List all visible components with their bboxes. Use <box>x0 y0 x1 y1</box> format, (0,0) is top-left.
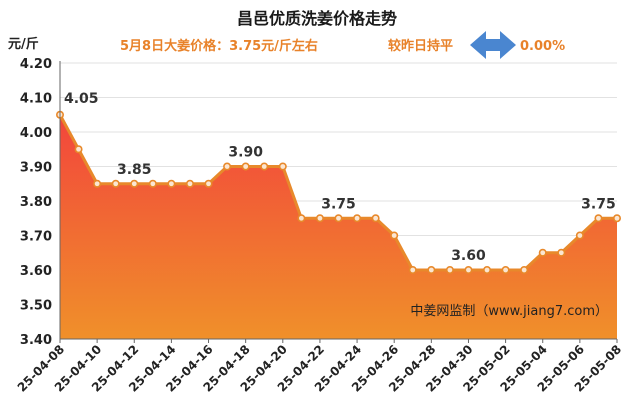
data-point <box>408 265 417 274</box>
y-axis-ticks: 3.40 3.50 3.60 3.70 3.80 3.90 4.00 4.10 4.20 <box>20 57 52 348</box>
y-axis-unit: 元/斤 <box>8 36 39 52</box>
change-label: 较昨日持平 <box>388 38 453 54</box>
data-point <box>612 214 621 223</box>
x-axis-ticks: 25-04-0825-04-1025-04-1225-04-1425-04-16… <box>15 339 624 395</box>
data-point <box>111 179 120 188</box>
data-point <box>204 179 213 188</box>
data-point <box>334 214 343 223</box>
data-point <box>93 179 102 188</box>
double-arrow-icon <box>470 31 516 59</box>
y-tick-label: 4.00 <box>20 126 52 141</box>
data-point <box>557 248 566 257</box>
y-tick-label: 3.90 <box>20 161 52 176</box>
y-tick-label: 3.70 <box>20 230 52 245</box>
data-point <box>241 162 250 171</box>
price-line: 5月8日大姜价格：3.75元/斤左右 <box>120 38 318 54</box>
data-point <box>223 162 232 171</box>
data-labels: 4.05 3.85 3.90 3.75 3.60 3.75 <box>64 91 616 264</box>
data-point <box>427 265 436 274</box>
y-tick-label: 4.20 <box>20 57 52 72</box>
data-point <box>445 265 454 274</box>
watermark: 中姜网监制（www.jiang7.com） <box>410 304 608 319</box>
y-tick-label: 3.40 <box>20 333 52 348</box>
y-tick-label: 4.10 <box>20 92 52 107</box>
price-area <box>60 114 617 339</box>
change-value: 0.00% <box>520 39 565 54</box>
data-point <box>185 179 194 188</box>
data-point <box>130 179 139 188</box>
y-tick-label: 3.80 <box>20 195 52 210</box>
axes <box>59 61 617 340</box>
data-point <box>594 214 603 223</box>
data-point <box>260 162 269 171</box>
y-tick-label: 3.60 <box>20 264 52 279</box>
data-label: 4.05 <box>64 91 99 107</box>
data-point <box>483 265 492 274</box>
data-point <box>74 145 83 154</box>
data-point <box>353 214 362 223</box>
data-label: 3.90 <box>228 145 263 161</box>
data-point <box>538 248 547 257</box>
data-point <box>520 265 529 274</box>
data-point <box>464 265 473 274</box>
data-point <box>371 214 380 223</box>
chart-title: 昌邑优质洗姜价格走势 <box>237 9 397 28</box>
data-point <box>167 179 176 188</box>
data-point <box>390 231 399 240</box>
data-point <box>315 214 324 223</box>
data-point <box>297 214 306 223</box>
data-point <box>148 179 157 188</box>
data-point <box>575 231 584 240</box>
data-label: 3.60 <box>451 248 486 264</box>
y-tick-label: 3.50 <box>20 299 52 314</box>
data-point <box>278 162 287 171</box>
data-label: 3.85 <box>117 162 152 178</box>
data-point <box>501 265 510 274</box>
data-label: 3.75 <box>321 196 356 212</box>
data-label: 3.75 <box>581 196 616 212</box>
